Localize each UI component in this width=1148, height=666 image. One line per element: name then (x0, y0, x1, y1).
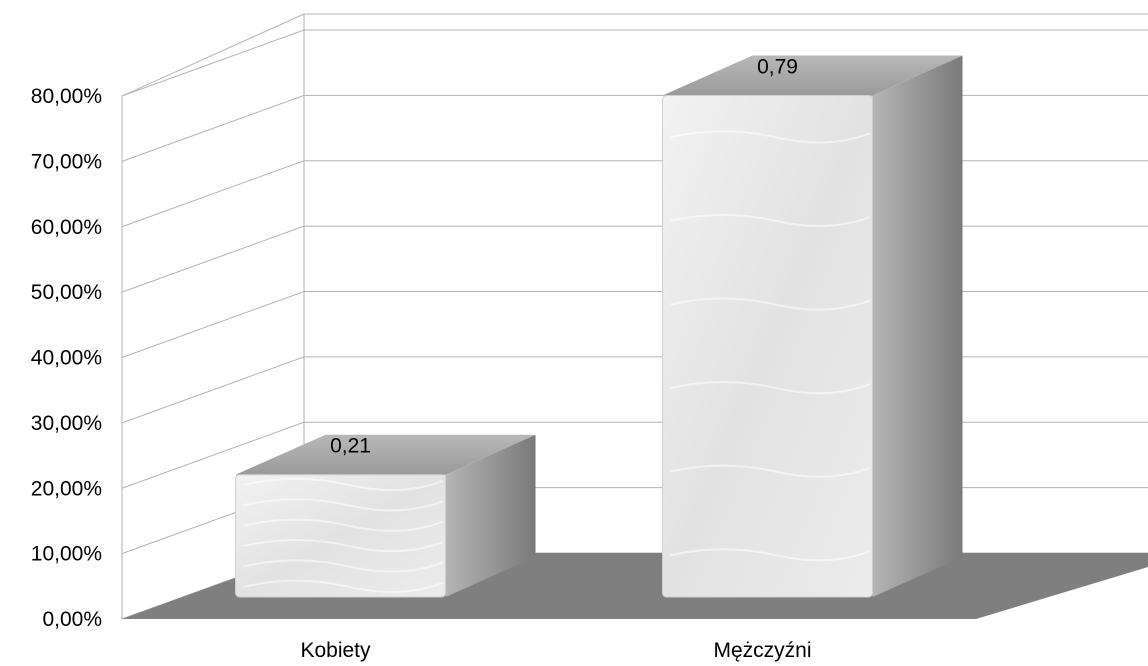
bar-texture (670, 381, 871, 395)
y-tick-label: 40,00% (31, 347, 102, 370)
left-wall-top-edge (121, 13, 305, 97)
x-axis-category-labels: Kobiety Mężczyźni (300, 639, 811, 662)
bar-front-face (662, 95, 873, 598)
bar-texture (243, 477, 444, 492)
bars (235, 55, 963, 598)
bar-texture (243, 498, 444, 512)
bar-texture (243, 559, 444, 573)
bar-texture (243, 518, 444, 532)
gridline (121, 94, 1148, 162)
data-labels: 0,21 0,79 (330, 56, 798, 458)
bar-side-face (445, 434, 536, 597)
y-tick-label: 80,00% (31, 85, 102, 108)
bar-2 (662, 55, 963, 598)
gridline (121, 291, 1148, 358)
x-category-label: Mężczyźni (713, 639, 811, 662)
y-tick-label: 20,00% (31, 477, 102, 500)
gridline (121, 225, 1148, 293)
gridline (121, 356, 1148, 424)
bar-texture (243, 579, 444, 593)
data-label: 0,21 (330, 435, 371, 458)
y-tick-label: 60,00% (31, 216, 102, 239)
data-label: 0,79 (757, 56, 798, 79)
bar-front-face (235, 474, 446, 598)
bar-side-face (872, 55, 963, 598)
bar-texture (670, 297, 871, 311)
bar-texture (670, 548, 871, 562)
bar-top-face (235, 434, 536, 475)
bar-1 (235, 434, 536, 598)
bar-texture (670, 213, 871, 228)
y-tick-label: 0,00% (42, 608, 102, 631)
bar-top-face (662, 55, 963, 96)
y-tick-label: 30,00% (31, 412, 102, 435)
gridline (121, 29, 1148, 97)
bar-texture (243, 539, 444, 553)
y-axis-tick-labels: 0,00% 10,00% 20,00% 30,00% 40,00% 50,00% 60,00… (31, 85, 102, 631)
gridline (121, 160, 1148, 228)
x-category-label: Kobiety (300, 639, 371, 662)
bar-texture (670, 464, 871, 478)
y-tick-label: 70,00% (31, 150, 102, 173)
y-tick-label: 50,00% (31, 281, 102, 304)
bar-texture (670, 130, 871, 144)
y-tick-label: 10,00% (31, 543, 102, 566)
